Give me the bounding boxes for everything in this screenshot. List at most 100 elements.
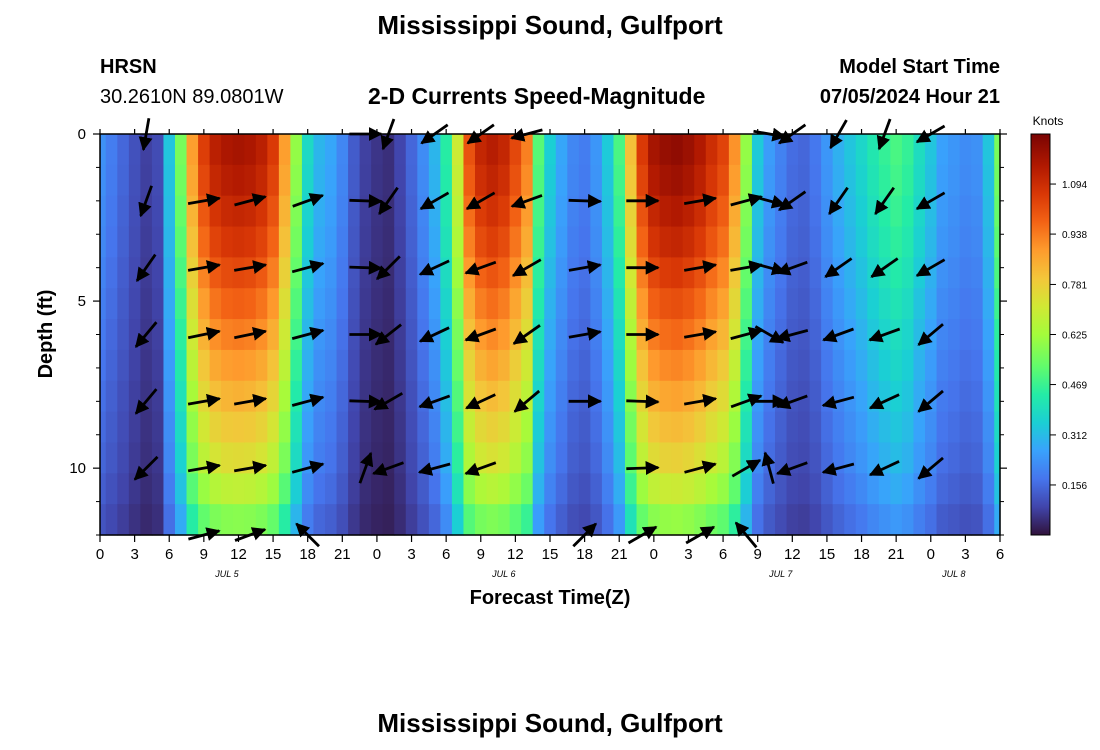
heatmap-cell <box>175 195 188 228</box>
heatmap-cell <box>313 349 326 382</box>
heatmap-cell <box>844 195 857 228</box>
heatmap-cell <box>151 504 165 536</box>
heatmap-cell <box>590 226 603 258</box>
heatmap-cell <box>313 504 326 536</box>
heatmap-cell <box>221 257 234 289</box>
heatmap-cell <box>821 164 834 197</box>
heatmap-cell <box>775 411 788 444</box>
heatmap-cell <box>313 134 326 166</box>
heatmap-cell <box>601 473 615 505</box>
heatmap-cell <box>625 380 638 413</box>
heatmap-cell <box>382 380 395 413</box>
heatmap-cell <box>694 473 707 505</box>
current-vector-arrow <box>134 321 158 348</box>
heatmap-cell <box>717 319 730 351</box>
heatmap-cell <box>544 319 557 351</box>
heatmap-cell <box>567 442 580 474</box>
heatmap-cell <box>613 319 626 351</box>
colorbar <box>1030 133 1051 536</box>
heatmap-cell <box>648 226 661 258</box>
heatmap-cell <box>567 195 580 228</box>
heatmap-cell <box>555 257 568 289</box>
heatmap-cell <box>209 442 222 474</box>
heatmap-cell <box>625 442 638 474</box>
heatmap-cell <box>925 288 938 320</box>
heatmap-cell <box>521 257 534 289</box>
heatmap-cell <box>578 164 591 197</box>
heatmap-cell <box>855 380 868 413</box>
current-vector-arrow <box>868 327 901 343</box>
heatmap-cell <box>244 473 257 505</box>
current-vector-arrow <box>135 253 157 282</box>
heatmap-cell <box>532 380 545 413</box>
heatmap-cell <box>705 226 718 258</box>
heatmap-cell <box>948 442 961 474</box>
heatmap-cell <box>682 380 695 413</box>
heatmap-cell <box>913 473 926 505</box>
heatmap-cell <box>151 257 165 289</box>
heatmap-cell <box>313 164 326 197</box>
heatmap-cell <box>371 411 384 444</box>
heatmap-cell <box>105 288 118 320</box>
heatmap-cell <box>890 442 903 474</box>
heatmap-cell <box>486 473 499 505</box>
heatmap-cell <box>682 134 695 166</box>
heatmap-cell <box>855 504 868 536</box>
heatmap-cell <box>105 134 118 166</box>
heatmap-cell <box>267 257 280 289</box>
heatmap-cell <box>821 349 834 382</box>
heatmap-cell <box>959 257 972 289</box>
heatmap-cell <box>982 134 995 166</box>
heatmap-cell <box>705 319 718 351</box>
heatmap-cell <box>405 473 418 505</box>
heatmap-cell <box>151 349 165 382</box>
current-vector-arrow <box>378 186 399 216</box>
heatmap-cell <box>290 380 303 413</box>
heatmap-cell <box>590 411 603 444</box>
heatmap-cell <box>498 134 511 166</box>
heatmap-cell <box>855 257 868 289</box>
current-vector-arrow <box>292 193 325 208</box>
current-vector-arrow <box>730 260 764 274</box>
heatmap-cell <box>498 473 511 505</box>
heatmap-cell <box>555 134 568 166</box>
heatmap-cell <box>867 226 880 258</box>
heatmap-cell <box>959 473 972 505</box>
heatmap-cell <box>521 411 534 444</box>
heatmap-cell <box>128 380 141 413</box>
heatmap-cell <box>428 257 441 289</box>
heatmap-cell <box>382 504 395 536</box>
heatmap-cell <box>486 349 499 382</box>
heatmap-cell <box>521 504 534 536</box>
heatmap-cell <box>417 226 430 258</box>
heatmap-cell <box>151 134 165 166</box>
heatmap-cell <box>198 134 211 166</box>
heatmap-cell <box>786 226 799 258</box>
heatmap-cell <box>405 195 418 228</box>
heatmap-cell <box>175 380 188 413</box>
heatmap-cell <box>267 473 280 505</box>
heatmap-cell <box>348 442 361 474</box>
heatmap-cell <box>255 226 268 258</box>
heatmap-cell <box>290 442 303 474</box>
heatmap-cell <box>636 257 649 289</box>
heatmap-cell <box>475 411 488 444</box>
heatmap-cell <box>405 288 418 320</box>
heatmap-cell <box>913 349 926 382</box>
heatmap-cell <box>682 319 695 351</box>
heatmap-cell <box>890 411 903 444</box>
heatmap-cell <box>601 411 615 444</box>
heatmap-cell <box>451 226 465 258</box>
heatmap-cell <box>798 288 811 320</box>
heatmap-cell <box>290 504 303 536</box>
heatmap-cell <box>382 288 395 320</box>
heatmap-cell <box>994 380 1001 413</box>
heatmap-cell <box>313 442 326 474</box>
current-vector-arrow <box>464 461 497 476</box>
heatmap-cell <box>590 380 603 413</box>
heatmap-cell <box>475 134 488 166</box>
heatmap-cell <box>671 257 684 289</box>
x-tick-label: 9 <box>477 546 485 563</box>
heatmap-cell <box>428 164 441 197</box>
heatmap-cell <box>648 164 661 197</box>
